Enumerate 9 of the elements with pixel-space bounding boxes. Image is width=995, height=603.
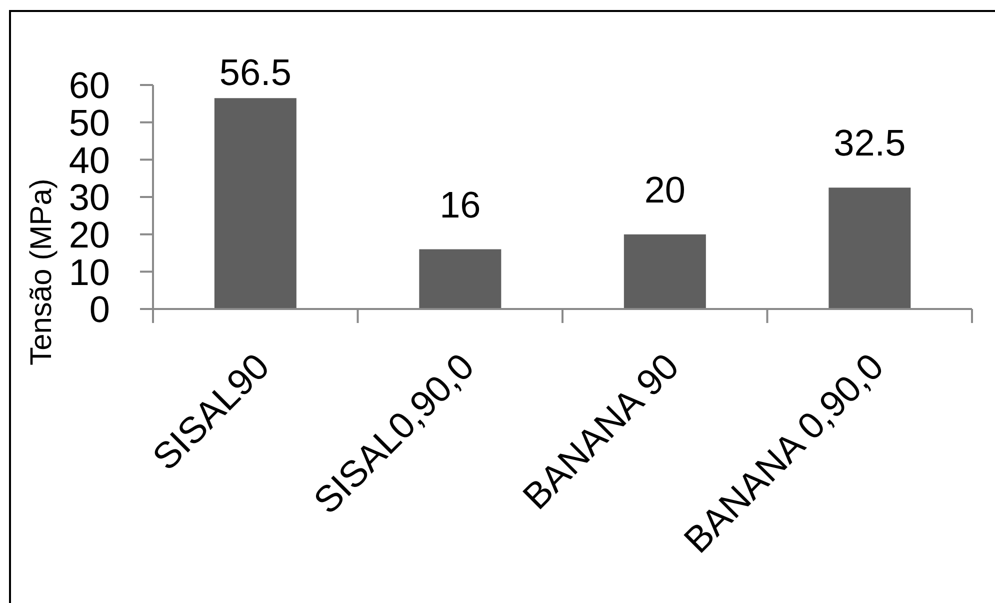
bar — [828, 188, 911, 309]
data-label: 20 — [644, 169, 686, 210]
data-label: 56.5 — [219, 52, 292, 93]
bar — [214, 98, 296, 309]
data-label: 32.5 — [834, 122, 906, 164]
bar — [624, 234, 706, 309]
data-label: 16 — [440, 184, 481, 226]
y-axis-title: Tensão (MPa) — [25, 178, 58, 366]
bar — [419, 249, 502, 309]
